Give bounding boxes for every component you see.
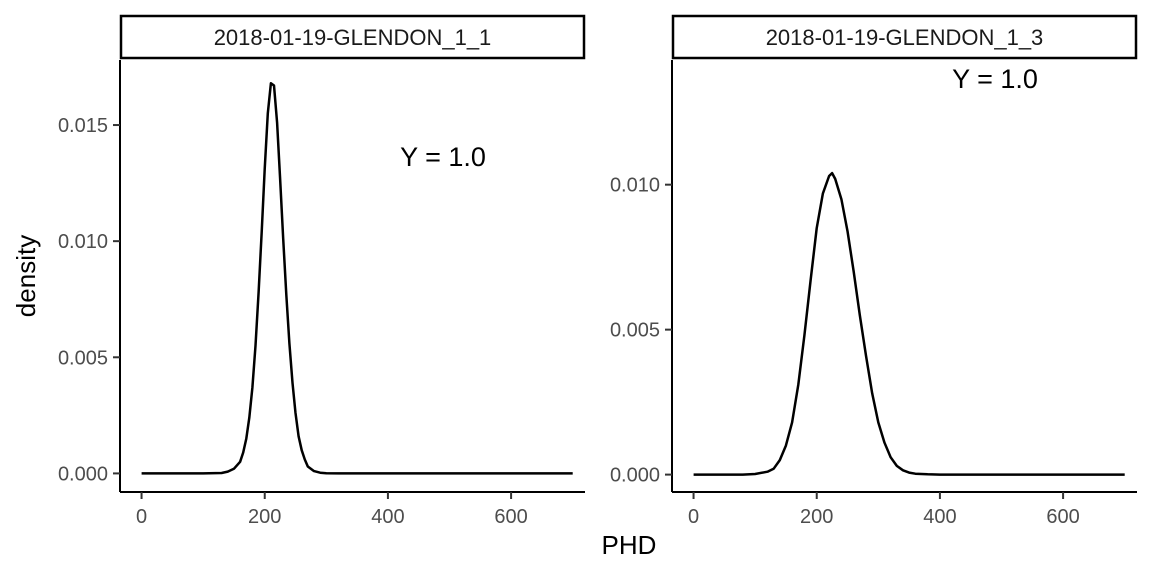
y-axis-title: density (11, 235, 41, 317)
y-tick-label: 0.005 (610, 320, 660, 342)
y-tick-label: 0.010 (610, 175, 660, 197)
density-curve (141, 81, 573, 475)
strip-box (119, 14, 586, 60)
y-tick-label: 0.000 (58, 463, 108, 485)
y-tick-label: 0.015 (58, 115, 108, 137)
x-tick-label: 0 (136, 506, 147, 528)
panel-1: 2018-01-19-GLENDON_1_1 0 200 400 600 0.000 0.0… (58, 14, 586, 528)
x-tick-label: 200 (800, 506, 833, 528)
x-axis-title: PHD (602, 530, 657, 560)
x-tick-label: 400 (371, 506, 404, 528)
x-tick-label: 600 (494, 506, 527, 528)
x-tick-label: 200 (248, 506, 281, 528)
density-curve (693, 171, 1125, 476)
panel-2: 2018-01-19-GLENDON_1_3 0 200 400 600 0.000 0.0… (610, 14, 1138, 528)
y-tick-label: 0.000 (610, 465, 660, 487)
strip-box (671, 14, 1138, 60)
x-tick-label: 0 (688, 506, 699, 528)
strip-label: 2018-01-19-GLENDON_1_1 (214, 25, 492, 50)
strip-label: 2018-01-19-GLENDON_1_3 (766, 25, 1044, 50)
x-tick-label: 600 (1046, 506, 1079, 528)
panel-annotation: Y = 1.0 (400, 142, 486, 172)
x-tick-label: 400 (923, 506, 956, 528)
y-tick-label: 0.005 (58, 347, 108, 369)
panel-annotation: Y = 1.0 (952, 64, 1038, 94)
y-tick-label: 0.010 (58, 231, 108, 253)
panels: 2018-01-19-GLENDON_1_1 0 200 400 600 0.000 0.0… (58, 14, 1138, 528)
